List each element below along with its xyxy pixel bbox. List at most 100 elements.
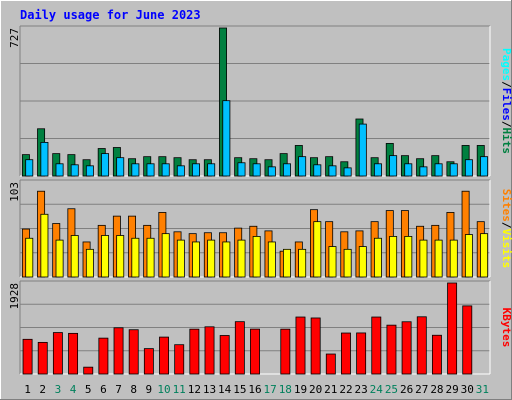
bar-hits-files-day-18 — [283, 163, 291, 177]
bar-kbytes-kbytes-day-6 — [98, 337, 109, 375]
bar-visits-sites-day-12 — [192, 241, 200, 278]
bar-visits-sites-day-13 — [207, 239, 216, 278]
panel-visits-legend: Sites/Visits — [500, 189, 512, 269]
panel-kbytes-legend: KBytes — [500, 308, 512, 348]
x-tick-label-day-25: 25 — [385, 383, 398, 396]
bar-visits-sites-day-8 — [131, 237, 140, 278]
x-tick-label-day-15: 15 — [233, 383, 246, 396]
x-tick-label-day-17: 17 — [264, 383, 277, 396]
legend-pages: Pages — [500, 48, 512, 81]
panel-visits-max-label: 103 — [8, 182, 21, 202]
x-tick-label-day-30: 30 — [461, 383, 474, 396]
bar-hits-files-day-17 — [267, 166, 276, 177]
bar-visits-sites-day-19 — [298, 248, 307, 278]
x-tick-label-day-29: 29 — [445, 383, 458, 396]
bar-visits-sites-day-14 — [222, 241, 231, 278]
bar-kbytes-kbytes-day-29 — [447, 282, 458, 375]
bar-hits-files-day-15 — [237, 162, 246, 177]
x-tick-label-day-19: 19 — [294, 383, 307, 396]
bar-hits-files-day-5 — [85, 165, 94, 177]
x-tick-label-day-28: 28 — [430, 383, 443, 396]
bar-kbytes-kbytes-day-19 — [295, 316, 306, 375]
bar-kbytes-kbytes-day-28 — [431, 334, 442, 375]
bar-kbytes-kbytes-day-27 — [416, 316, 427, 375]
bar-hits-files-day-6 — [101, 153, 110, 177]
bar-visits-sites-day-11 — [176, 239, 185, 278]
bar-kbytes-kbytes-day-7 — [113, 327, 124, 375]
legend-sites: Sites — [500, 189, 512, 222]
bar-kbytes-kbytes-day-30 — [462, 305, 473, 375]
panel-kbytes-max-label: 1928 — [8, 283, 21, 310]
legend-hits: Hits — [500, 128, 512, 155]
bar-hits-files-day-2 — [40, 142, 49, 177]
x-tick-label-day-18: 18 — [279, 383, 292, 396]
bar-visits-sites-day-6 — [101, 235, 110, 278]
bar-hits-files-day-11 — [176, 165, 185, 177]
x-tick-label-day-4: 4 — [70, 383, 77, 396]
bar-kbytes-kbytes-day-10 — [159, 336, 169, 375]
bar-kbytes-kbytes-day-8 — [128, 329, 139, 375]
bar-visits-sites-day-31 — [480, 233, 489, 278]
bar-kbytes-kbytes-day-3 — [52, 332, 63, 375]
bar-visits-sites-day-7 — [116, 235, 125, 278]
x-tick-label-day-27: 27 — [415, 383, 428, 396]
x-tick-label-day-8: 8 — [130, 383, 137, 396]
x-tick-label-day-24: 24 — [370, 383, 384, 396]
bar-kbytes-kbytes-day-2 — [37, 341, 48, 375]
bar-hits-files-day-16 — [252, 163, 261, 177]
bar-hits-files-day-23 — [358, 123, 367, 177]
legend-files: Files — [500, 88, 512, 121]
bar-kbytes-kbytes-day-13 — [204, 326, 215, 375]
bar-hits-files-day-4 — [70, 164, 79, 177]
bar-hits-files-day-19 — [298, 156, 307, 177]
bar-kbytes-kbytes-day-21 — [325, 353, 336, 375]
x-tick-label-day-20: 20 — [309, 383, 322, 396]
x-tick-label-day-11: 11 — [173, 383, 186, 396]
x-axis-labels: 1 2 3 4 5 6 7 8 9 10 11 12 13 14 15 16 17 18 19 20 21 22 23 24 2… — [24, 383, 489, 396]
bar-visits-sites-day-3 — [55, 239, 64, 278]
bar-hits-files-day-31 — [480, 156, 489, 177]
bar-visits-sites-day-30 — [464, 234, 473, 278]
x-tick-label-day-31: 31 — [476, 383, 489, 396]
bar-visits-sites-day-18 — [283, 248, 291, 278]
bar-visits-sites-day-27 — [419, 239, 428, 278]
bar-hits-files-day-25 — [389, 155, 398, 177]
bar-visits-sites-day-24 — [373, 237, 382, 278]
bar-kbytes-kbytes-day-24 — [371, 316, 382, 375]
bar-kbytes-kbytes-day-14 — [219, 335, 230, 375]
bar-hits-files-day-30 — [464, 159, 473, 177]
bar-kbytes-kbytes-day-9 — [143, 348, 154, 375]
bar-kbytes-kbytes-day-23 — [356, 332, 367, 375]
bar-kbytes-kbytes-day-4 — [68, 332, 79, 375]
bar-kbytes-kbytes-day-5 — [83, 366, 94, 375]
bar-visits-sites-day-2 — [40, 213, 49, 278]
bar-kbytes-kbytes-day-22 — [341, 332, 351, 375]
bar-visits-sites-day-16 — [252, 236, 261, 278]
x-tick-label-day-23: 23 — [355, 383, 368, 396]
bar-hits-files-day-7 — [116, 157, 125, 177]
legend-kbytes: KBytes — [500, 308, 512, 348]
bar-visits-sites-day-23 — [358, 246, 367, 278]
bar-hits-files-day-14 — [222, 100, 231, 177]
x-tick-label-day-5: 5 — [85, 383, 92, 396]
x-tick-label-day-1: 1 — [24, 383, 31, 396]
bar-hits-files-day-26 — [404, 163, 413, 177]
bar-kbytes-kbytes-day-26 — [401, 321, 412, 375]
bar-visits-sites-day-17 — [267, 241, 276, 278]
x-tick-label-day-22: 22 — [339, 383, 352, 396]
legend-separator: / — [500, 81, 512, 88]
bar-hits-files-day-27 — [419, 166, 428, 177]
bar-hits-files-day-9 — [146, 163, 155, 177]
chart-title: Daily usage for June 2023 — [20, 8, 201, 22]
bar-kbytes-kbytes-day-15 — [234, 321, 245, 375]
bar-hits-files-day-12 — [192, 163, 200, 177]
x-tick-label-day-12: 12 — [188, 383, 201, 396]
bar-kbytes-kbytes-day-20 — [310, 317, 321, 375]
legend-separator: / — [500, 222, 512, 229]
bar-visits-sites-day-15 — [237, 239, 246, 278]
x-tick-label-day-16: 16 — [248, 383, 261, 396]
panel-visits: 103 Sites/Visits — [8, 179, 512, 278]
x-tick-label-day-13: 13 — [203, 383, 216, 396]
